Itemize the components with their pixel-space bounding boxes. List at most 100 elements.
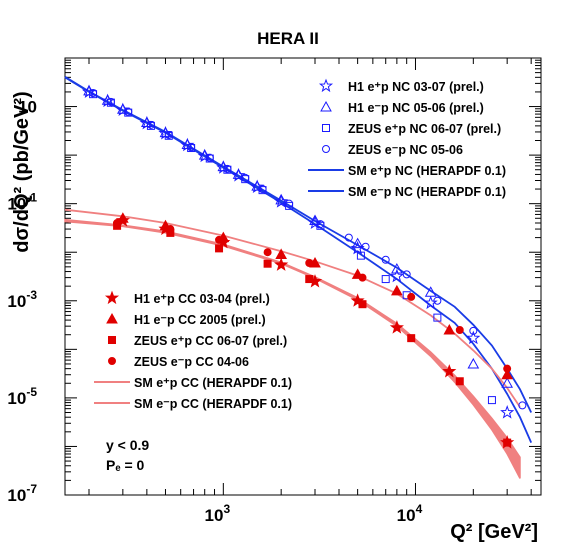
axis-ticks (65, 58, 541, 496)
data-point (389, 320, 404, 334)
data-point (309, 214, 321, 226)
plot-area (64, 76, 533, 479)
data-point (263, 248, 272, 257)
plot-frame (64, 57, 542, 496)
data-point (358, 300, 367, 309)
legend-swatch (106, 312, 118, 324)
data-point (503, 364, 512, 373)
data-point (215, 244, 224, 253)
data-point (442, 364, 457, 378)
legend-label: H1 e⁻p NC 05-06 (prel.) (348, 101, 484, 115)
data-point (89, 89, 98, 98)
sm-curve (64, 208, 521, 408)
notes: y < 0.9 Pₑ = 0 (106, 437, 149, 473)
legend-swatch (108, 357, 116, 365)
data-point (518, 401, 527, 410)
data-point (433, 296, 442, 305)
y-tick-label: 10-5 (7, 385, 37, 408)
data-point (164, 130, 173, 139)
x-tick-label: 103 (205, 502, 231, 525)
data-point (205, 153, 214, 162)
legend-label: ZEUS e⁻p NC 05-06 (348, 143, 463, 157)
data-point (391, 284, 403, 296)
cc-eplus-band (64, 218, 521, 479)
legend-swatch (322, 145, 330, 153)
legend-swatch (320, 100, 332, 112)
data-point (251, 180, 264, 191)
legend-swatch (318, 78, 334, 93)
data-point (116, 212, 129, 223)
data-point (467, 357, 480, 369)
data-point (113, 218, 122, 227)
y-tick-label: 10-3 (7, 288, 37, 311)
data-point (361, 242, 370, 251)
data-point (250, 179, 265, 194)
data-point (389, 268, 404, 283)
data-point (455, 377, 464, 386)
data-point (106, 97, 115, 106)
data-point (275, 248, 288, 259)
data-point (344, 233, 353, 242)
data-point (424, 286, 437, 297)
data-point (258, 185, 267, 194)
legend-label: SM e⁻p NC (HERAPDF 0.1) (348, 185, 506, 199)
legend-label: SM e⁺p CC (HERAPDF 0.1) (134, 376, 292, 390)
data-point (358, 273, 367, 282)
data-point (187, 143, 196, 152)
data-point (407, 334, 416, 343)
data-point (275, 193, 288, 205)
x-tick-label: 104 (397, 502, 423, 525)
legend-nc: H1 e⁺p NC 03-07 (prel.) H1 e⁻p NC 05-06 (… (308, 78, 506, 199)
data-point (487, 396, 496, 405)
data-point (241, 173, 250, 182)
data-point (469, 326, 478, 335)
data-point (146, 120, 155, 129)
legend-label: H1 e⁻p CC 2005 (prel.) (134, 313, 266, 327)
data-point (455, 326, 464, 335)
legend-swatch (322, 124, 330, 132)
legend-swatch (108, 336, 116, 344)
data-point (443, 323, 456, 335)
data-point (351, 237, 364, 249)
legend-label: SM e⁻p CC (HERAPDF 0.1) (134, 397, 292, 411)
data-point (500, 405, 515, 419)
data-point (232, 168, 245, 179)
data-point (466, 330, 481, 345)
y-tick-label: 10 (18, 98, 37, 117)
data-point (433, 313, 442, 322)
data-point (501, 377, 514, 388)
legend-label: ZEUS e⁺p NC 06-07 (prel.) (348, 122, 501, 136)
note-text: Pₑ = 0 (106, 457, 145, 473)
data-point (356, 251, 365, 260)
data-point (503, 438, 512, 447)
data-point (305, 275, 314, 284)
data-point (166, 225, 175, 234)
data-point (423, 295, 438, 310)
note-text: y < 0.9 (106, 437, 149, 453)
legend-label: H1 e⁺p NC 03-07 (prel.) (348, 80, 484, 94)
data-point (381, 255, 390, 264)
data-point (263, 259, 272, 268)
legend-cc: H1 e⁺p CC 03-04 (prel.) H1 e⁻p CC 2005 (p… (94, 290, 292, 411)
data-point (215, 235, 224, 244)
data-point (501, 368, 514, 380)
legend-swatch (104, 290, 120, 305)
legend-label: ZEUS e⁻p CC 04-06 (134, 355, 249, 369)
svg-text:dσ/dQ² (pb/GeV²): dσ/dQ² (pb/GeV²) (11, 91, 33, 252)
data-point (305, 258, 314, 267)
legend-label: SM e⁺p NC (HERAPDF 0.1) (348, 164, 506, 178)
data-point (223, 164, 232, 173)
data-point (274, 257, 289, 271)
data-point (316, 220, 325, 229)
data-point (285, 199, 294, 208)
chart-title: HERA II (257, 29, 319, 48)
data-point (124, 107, 133, 116)
data-point (391, 263, 403, 274)
data-point (402, 270, 411, 279)
y-axis-label: dσ/dQ² (pb/GeV²) (11, 91, 33, 252)
legend-label: H1 e⁺p CC 03-04 (prel.) (134, 292, 270, 306)
y-tick-label: 10-7 (7, 482, 37, 505)
data-point (285, 201, 294, 210)
legend-label: ZEUS e⁺p CC 06-07 (prel.) (134, 334, 287, 348)
